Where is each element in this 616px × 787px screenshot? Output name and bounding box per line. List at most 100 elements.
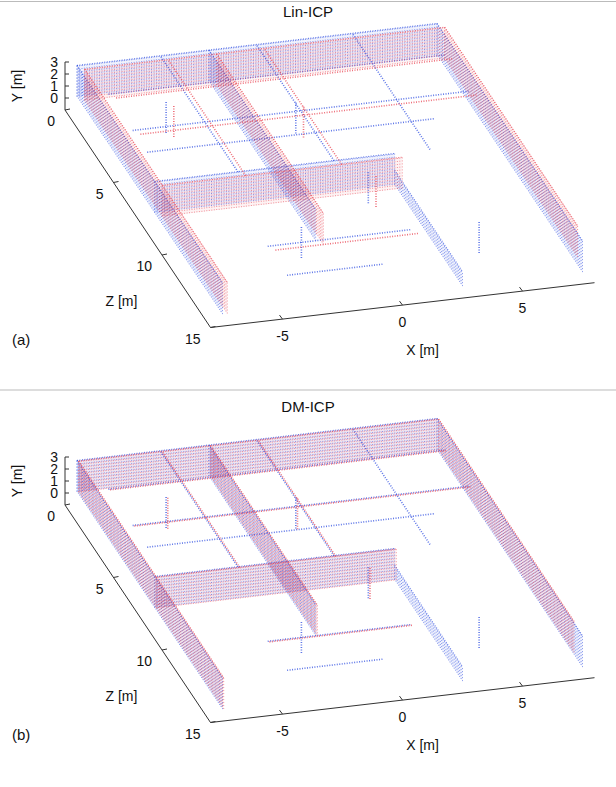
- wall-points: [445, 27, 578, 257]
- panel-label: (b): [12, 726, 30, 743]
- wall: [156, 549, 396, 608]
- scan: [85, 27, 578, 313]
- z-axis-title: Z [m]: [105, 293, 137, 309]
- z-tick: [211, 327, 216, 328]
- beam: [297, 498, 299, 529]
- wall-edge: [156, 549, 396, 577]
- title: DM-ICP: [281, 398, 334, 415]
- beam: [265, 49, 343, 165]
- z-tick: [162, 649, 167, 650]
- wall-points: [156, 549, 396, 608]
- beam: [133, 91, 469, 130]
- wall: [85, 27, 445, 100]
- wall-face: [217, 54, 324, 245]
- beam: [134, 487, 470, 526]
- z-axis-title: Z [m]: [105, 688, 137, 704]
- wall-points: [437, 23, 583, 272]
- beam: [165, 497, 167, 528]
- figure: Lin-ICP0123051015-505Y [m]Z [m]X [m](a)D…: [0, 0, 616, 787]
- z-tick: [65, 504, 70, 505]
- beam: [295, 102, 297, 133]
- beam: [375, 176, 377, 207]
- z-tick: [114, 182, 119, 183]
- z-tick-label: 0: [47, 508, 55, 524]
- beam: [147, 119, 435, 153]
- panel: DM-ICP0123051015-505Y [m]Z [m]X [m](b): [9, 398, 595, 753]
- wall-points: [211, 446, 318, 637]
- y-tick-label: 3: [50, 449, 58, 465]
- z-tick-label: 10: [136, 258, 152, 274]
- y-tick: [65, 86, 69, 87]
- wall-points: [79, 419, 439, 492]
- wall-edge: [79, 461, 224, 678]
- wall: [211, 446, 318, 637]
- beam: [163, 452, 241, 568]
- wall-face: [79, 419, 439, 492]
- wall-face: [437, 23, 583, 272]
- wall-points: [395, 565, 463, 681]
- z-tick: [162, 254, 167, 255]
- wall: [395, 170, 463, 286]
- wall: [437, 418, 583, 667]
- x-tick: [520, 682, 523, 686]
- point-cloud: [77, 418, 583, 709]
- wall-face: [85, 27, 445, 100]
- x-tick: [280, 710, 283, 714]
- beam: [275, 233, 419, 250]
- y-axis-title: Y [m]: [9, 465, 25, 497]
- z-tick-label: 15: [185, 726, 201, 742]
- beam: [140, 95, 476, 134]
- wall-points: [162, 157, 402, 216]
- x-tick: [400, 301, 403, 305]
- beam: [478, 617, 480, 648]
- wall-edge: [162, 157, 402, 185]
- beam: [110, 451, 446, 490]
- wall-face: [211, 446, 318, 637]
- wall-edge: [85, 69, 228, 282]
- x-tick: [280, 315, 283, 319]
- wall-points: [395, 170, 463, 286]
- wall: [217, 54, 324, 245]
- title: Lin-ICP: [283, 3, 333, 20]
- wall-face: [162, 157, 402, 216]
- wall-points: [439, 419, 574, 653]
- y-tick: [65, 98, 69, 99]
- z-axis: [65, 505, 211, 723]
- z-tick: [211, 722, 216, 723]
- beam: [478, 222, 480, 253]
- wall-edge: [439, 419, 574, 621]
- wall: [79, 419, 439, 492]
- wall: [437, 23, 583, 272]
- y-axis-title: Y [m]: [9, 70, 25, 102]
- beam: [169, 61, 247, 177]
- panel-label: (a): [12, 331, 30, 348]
- separator: [0, 1, 616, 2]
- beam: [167, 497, 169, 528]
- beam: [303, 106, 305, 137]
- y-tick: [65, 469, 69, 470]
- beam: [369, 568, 371, 599]
- wall-points: [437, 418, 583, 667]
- z-tick-label: 10: [136, 653, 152, 669]
- beam: [295, 497, 297, 528]
- y-tick: [65, 493, 69, 494]
- z-axis: [65, 110, 211, 328]
- beam: [259, 441, 337, 557]
- x-tick: [520, 287, 523, 291]
- scan: [77, 418, 583, 709]
- wall-face: [156, 549, 396, 608]
- y-tick: [65, 457, 69, 458]
- scan: [79, 419, 574, 709]
- beam: [287, 659, 383, 670]
- y-tick: [65, 481, 69, 482]
- x-axis-title: X [m]: [406, 737, 439, 753]
- wall-face: [439, 419, 574, 652]
- wall-points: [85, 27, 445, 100]
- wall-edge: [395, 565, 463, 667]
- wall-face: [445, 27, 578, 257]
- y-tick: [65, 62, 69, 63]
- wall-face: [395, 170, 463, 286]
- z-tick-label: 5: [96, 186, 104, 202]
- wall-edge: [445, 27, 578, 226]
- point-cloud: [77, 23, 583, 314]
